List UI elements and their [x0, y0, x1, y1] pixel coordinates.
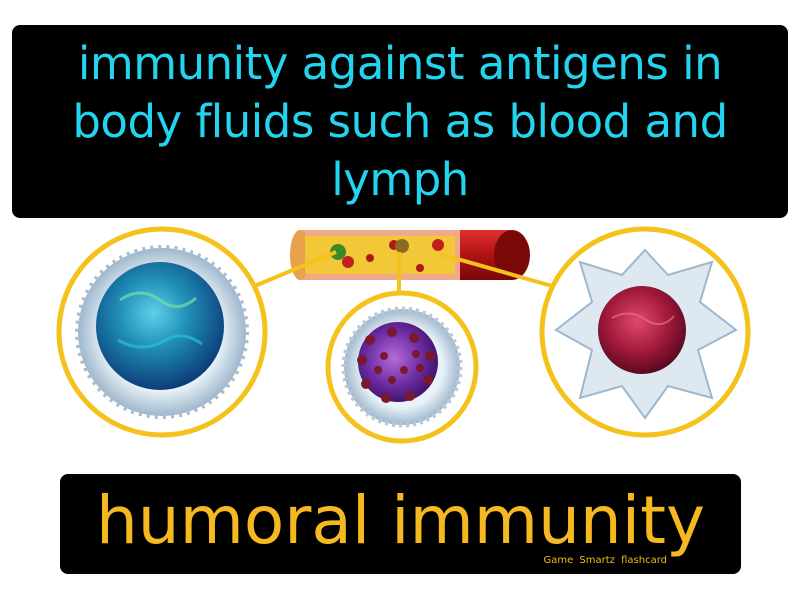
term-text: humoral immunity	[95, 482, 706, 559]
lymphocyte-cell-icon	[56, 226, 268, 438]
definition-text: immunity against antigens in body fluids…	[72, 36, 728, 206]
granulocyte-cell-icon	[325, 290, 479, 444]
monocyte-cell-icon	[539, 226, 751, 438]
definition-panel: immunity against antigens in body fluids…	[12, 25, 788, 218]
connector-lines	[249, 250, 553, 293]
blood-vessel-icon	[290, 230, 530, 280]
term-panel: humoral immunity Game Smartz flashcard	[60, 474, 741, 574]
brand-label: Game Smartz flashcard	[543, 555, 667, 566]
